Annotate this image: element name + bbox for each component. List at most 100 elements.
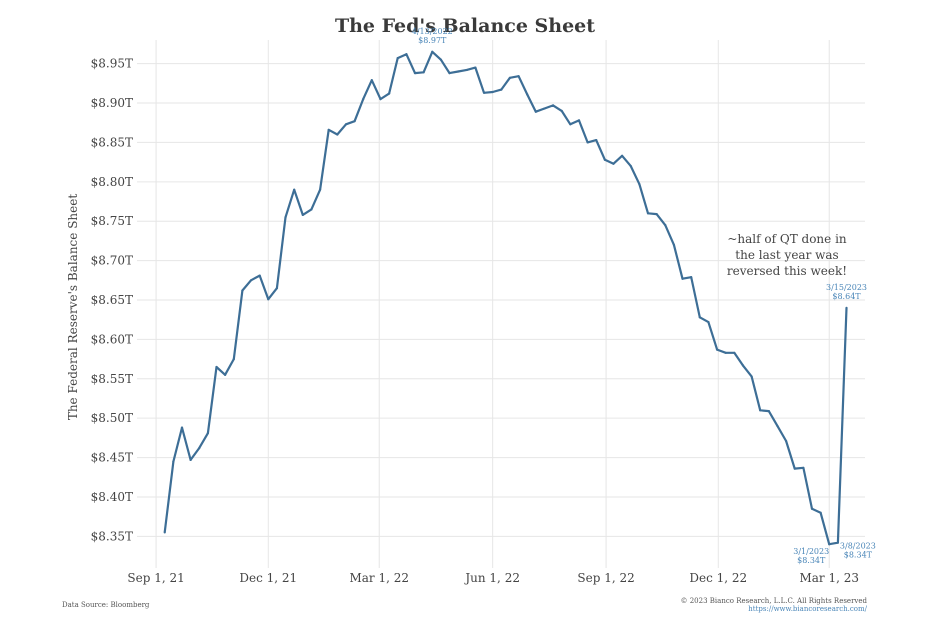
data-point bbox=[224, 373, 227, 376]
x-tick-label: Mar 1, 22 bbox=[349, 571, 409, 585]
data-point bbox=[724, 351, 727, 354]
data-point bbox=[189, 458, 192, 462]
data-point bbox=[198, 447, 201, 450]
data-point bbox=[215, 365, 218, 369]
data-point bbox=[681, 277, 684, 280]
data-point bbox=[664, 224, 667, 227]
data-point bbox=[241, 289, 244, 292]
data-point bbox=[301, 213, 304, 217]
data-point bbox=[793, 467, 796, 470]
data-point bbox=[733, 351, 736, 354]
y-tick-label: $8.65T bbox=[91, 293, 133, 307]
data-source: Data Source: Bloomberg bbox=[62, 601, 150, 609]
data-point bbox=[543, 107, 546, 110]
note-line-1: ~half of QT done in bbox=[727, 232, 847, 246]
annotation-date: 3/15/2023 bbox=[826, 283, 867, 292]
data-point bbox=[163, 531, 166, 534]
data-point bbox=[258, 274, 261, 277]
data-point bbox=[379, 97, 382, 101]
data-point bbox=[318, 188, 322, 191]
y-tick-label: $8.95T bbox=[91, 57, 133, 71]
data-point bbox=[767, 409, 770, 413]
y-tick-label: $8.50T bbox=[91, 411, 133, 425]
data-point bbox=[232, 357, 235, 361]
data-point bbox=[551, 104, 555, 107]
data-point bbox=[405, 53, 408, 56]
series-layer bbox=[163, 50, 848, 546]
annotation-value: $8.97T bbox=[418, 36, 447, 45]
annotations: 4/13/2022$8.97T3/1/2023$8.34T3/8/2023$8.… bbox=[412, 27, 876, 565]
note-line-3: reversed this week! bbox=[727, 264, 847, 278]
data-point bbox=[707, 320, 710, 324]
data-point bbox=[655, 213, 658, 216]
data-point bbox=[577, 119, 581, 122]
data-point bbox=[784, 439, 788, 443]
y-tick-label: $8.45T bbox=[91, 451, 133, 465]
x-tick-label: Sep 1, 21 bbox=[127, 571, 184, 585]
series-line bbox=[163, 50, 848, 546]
annotation-value: $8.34T bbox=[797, 556, 826, 565]
data-point bbox=[180, 426, 184, 429]
y-tick-label: $8.55T bbox=[91, 372, 133, 386]
y-tick-label: $8.35T bbox=[91, 529, 133, 543]
data-point bbox=[388, 92, 391, 95]
data-point bbox=[275, 287, 279, 290]
data-point bbox=[422, 71, 425, 74]
data-point bbox=[836, 541, 839, 544]
data-point bbox=[603, 158, 606, 161]
data-point bbox=[845, 306, 848, 309]
data-point bbox=[672, 243, 676, 246]
data-point bbox=[172, 460, 175, 463]
data-point bbox=[448, 71, 451, 75]
data-point bbox=[802, 466, 805, 469]
data-point bbox=[534, 110, 537, 113]
y-tick-label: $8.85T bbox=[91, 135, 133, 149]
data-point bbox=[370, 79, 373, 82]
x-tick-label: Dec 1, 22 bbox=[689, 571, 747, 585]
annotation-value: $8.34T bbox=[844, 551, 873, 560]
y-tick-label: $8.60T bbox=[91, 332, 133, 346]
note-line-2: the last year was bbox=[735, 248, 838, 262]
annotation-date: 3/1/2023 bbox=[793, 547, 829, 556]
website-link[interactable]: https://www.biancoresearch.com/ bbox=[748, 605, 867, 613]
data-point bbox=[560, 109, 563, 113]
data-point bbox=[474, 66, 477, 69]
data-point bbox=[759, 409, 762, 412]
data-point bbox=[457, 70, 460, 73]
data-point bbox=[500, 88, 503, 91]
data-point bbox=[741, 364, 745, 367]
data-point bbox=[293, 188, 296, 191]
data-point bbox=[413, 71, 417, 75]
x-tick-label: Jun 1, 22 bbox=[463, 571, 520, 585]
data-point bbox=[595, 138, 598, 142]
data-point bbox=[267, 298, 270, 301]
data-point bbox=[508, 76, 512, 79]
data-point bbox=[526, 93, 529, 96]
data-point bbox=[612, 162, 615, 165]
data-point bbox=[750, 375, 753, 378]
data-point bbox=[284, 216, 287, 219]
data-point bbox=[569, 123, 572, 126]
annotation-date: 3/8/2023 bbox=[840, 542, 876, 551]
data-point bbox=[362, 97, 365, 101]
y-axis-label: The Federal Reserve's Balance Sheet bbox=[66, 194, 80, 421]
data-point bbox=[344, 123, 348, 126]
data-point bbox=[621, 154, 624, 157]
data-point bbox=[629, 164, 632, 168]
data-point bbox=[482, 91, 486, 94]
y-tick-label: $8.75T bbox=[91, 214, 133, 228]
y-tick-label: $8.90T bbox=[91, 96, 133, 110]
data-point bbox=[431, 50, 434, 53]
data-point bbox=[776, 424, 779, 428]
data-point bbox=[698, 316, 701, 319]
data-point bbox=[310, 208, 313, 211]
y-tick-label: $8.70T bbox=[91, 254, 133, 268]
x-tick-label: Sep 1, 22 bbox=[577, 571, 634, 585]
y-axis: $8.35T $8.40T $8.45T $8.50T $8.55T $8.60T $8.6… bbox=[91, 57, 133, 544]
data-point bbox=[336, 133, 339, 136]
data-point bbox=[249, 279, 253, 282]
copyright: © 2023 Bianco Research, L.L.C. All Right… bbox=[681, 597, 868, 605]
data-point bbox=[491, 90, 494, 94]
data-point bbox=[517, 75, 520, 78]
